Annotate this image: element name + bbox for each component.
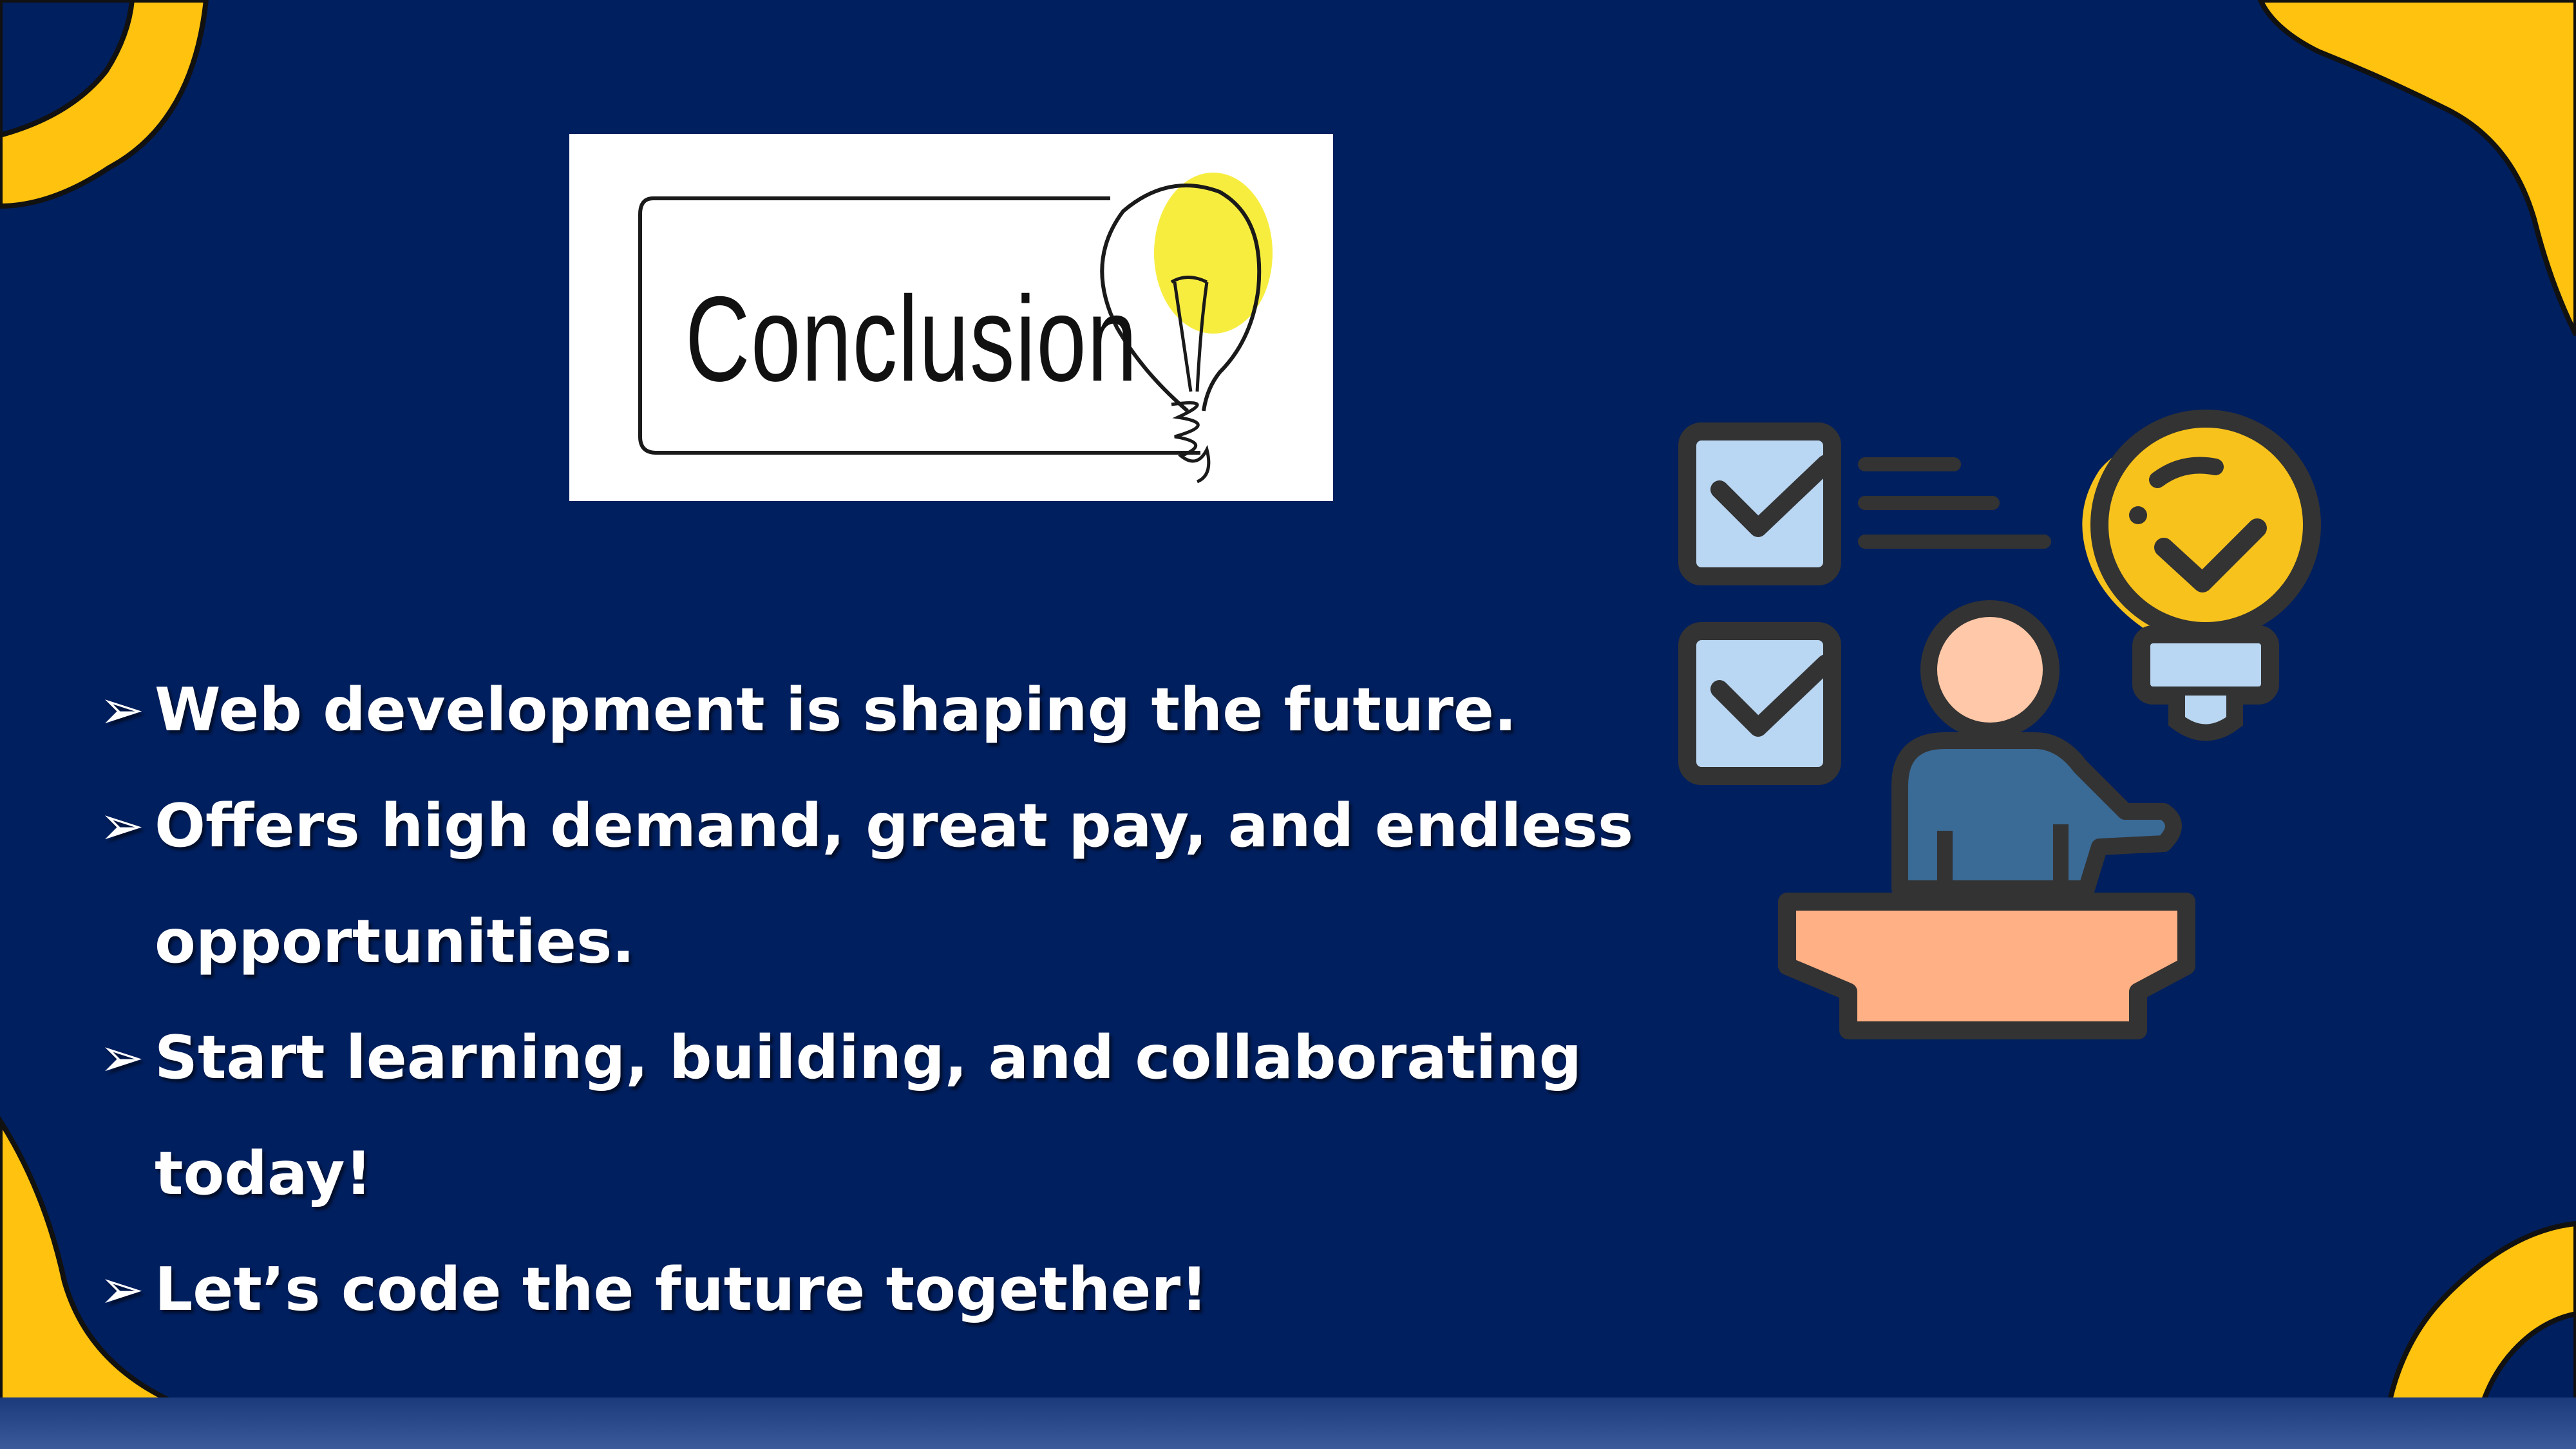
slide-title: Conclusion [685, 271, 1139, 406]
presenter-icon [1778, 600, 2195, 1039]
bullet-item: ➢ Start learning, building, and collabor… [97, 999, 1707, 1231]
title-frame [638, 173, 1273, 484]
arrow-bullet-icon: ➢ [99, 1026, 145, 1089]
checkbox-checked-icon [1678, 622, 1841, 785]
title-card: Conclusion [569, 134, 1333, 501]
bullet-text: Let’s code the future together! [155, 1255, 1208, 1324]
arrow-bullet-icon: ➢ [99, 1258, 145, 1321]
bullet-item: ➢ Let’s code the future together! [97, 1231, 1707, 1347]
bullet-text: Web development is shaping the future. [155, 675, 1517, 744]
corner-blob-top-right [2257, 0, 2576, 336]
presenter-illustration [1678, 410, 2321, 1039]
bullet-item: ➢ Offers high demand, great pay, and end… [97, 768, 1707, 999]
arrow-bullet-icon: ➢ [99, 678, 145, 741]
bullet-text: Offers high demand, great pay, and endle… [155, 791, 1634, 976]
bottom-band [0, 1397, 2576, 1449]
bullet-item: ➢ Web development is shaping the future. [97, 652, 1707, 768]
corner-blob-top-left [0, 0, 209, 209]
checkbox-checked-icon [1678, 422, 2051, 585]
lightbulb-icon [1100, 173, 1273, 484]
bullet-text: Start learning, building, and collaborat… [155, 1023, 1582, 1208]
arrow-bullet-icon: ➢ [99, 794, 145, 857]
bullet-list: ➢ Web development is shaping the future.… [97, 652, 1707, 1347]
lightbulb-icon [2082, 410, 2321, 741]
